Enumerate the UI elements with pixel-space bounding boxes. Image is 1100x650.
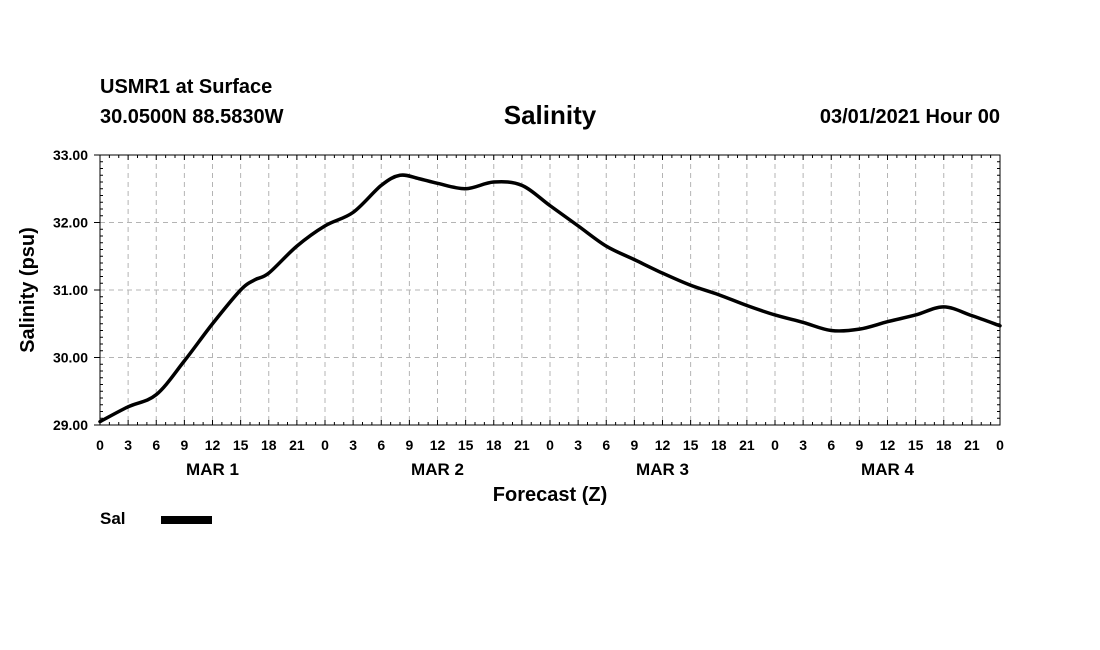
x-tick-label: 21 [514, 437, 530, 453]
chart-title: Salinity [503, 100, 597, 130]
x-tick-label: 3 [124, 437, 132, 453]
axis-labels: 0 3 6 9 12 15 18 21 0 3 6 9 12 15 18 21 0 3 6 9 12 15 18 21 0 3 6 9… [53, 147, 1004, 479]
x-axis-label: Forecast (Z) [493, 484, 607, 506]
x-tick-label: 3 [799, 437, 807, 453]
x-tick-label: 0 [996, 437, 1004, 453]
x-tick-label: 12 [205, 437, 221, 453]
x-tick-label: 21 [964, 437, 980, 453]
legend-swatch [161, 516, 212, 524]
station-label: USMR1 at Surface [100, 76, 273, 98]
x-tick-label: 15 [458, 437, 474, 453]
x-tick-label: 15 [908, 437, 924, 453]
y-tick-label: 30.00 [53, 350, 88, 366]
x-tick-label: 0 [771, 437, 779, 453]
x-tick-label: 0 [96, 437, 104, 453]
x-tick-label: 0 [546, 437, 554, 453]
x-tick-label: 21 [289, 437, 305, 453]
day-label: MAR 2 [411, 460, 464, 479]
coordinates-label: 30.0500N 88.5830W [100, 106, 284, 128]
x-tick-label: 12 [880, 437, 896, 453]
x-tick-label: 15 [233, 437, 249, 453]
x-tick-label: 18 [261, 437, 277, 453]
x-tick-label: 12 [430, 437, 446, 453]
y-tick-label: 31.00 [53, 282, 88, 298]
x-tick-label: 0 [321, 437, 329, 453]
x-tick-label: 3 [574, 437, 582, 453]
y-tick-label: 29.00 [53, 417, 88, 433]
x-tick-label: 9 [405, 437, 413, 453]
x-tick-label: 18 [486, 437, 502, 453]
y-axis-label: Salinity (psu) [17, 227, 39, 353]
x-tick-label: 9 [630, 437, 638, 453]
forecast-datetime: 03/01/2021 Hour 00 [819, 106, 1000, 128]
legend-label: Sal [100, 509, 126, 528]
day-label: MAR 1 [186, 460, 239, 479]
x-tick-label: 18 [936, 437, 952, 453]
x-tick-label: 18 [711, 437, 727, 453]
day-label: MAR 4 [861, 460, 914, 479]
x-tick-label: 21 [739, 437, 755, 453]
y-tick-label: 32.00 [53, 215, 88, 231]
x-tick-label: 15 [683, 437, 699, 453]
x-tick-label: 12 [655, 437, 671, 453]
plot-frame [99, 154, 1001, 426]
x-tick-label: 6 [152, 437, 160, 453]
y-tick-label: 33.00 [53, 147, 88, 163]
grid-lines [100, 155, 1000, 425]
x-tick-label: 6 [377, 437, 385, 453]
x-tick-label: 3 [349, 437, 357, 453]
x-tick-label: 9 [180, 437, 188, 453]
x-tick-label: 6 [602, 437, 610, 453]
series-line-sal [98, 173, 1002, 424]
series-layer [98, 173, 1002, 424]
day-label: MAR 3 [636, 460, 689, 479]
x-tick-label: 9 [855, 437, 863, 453]
x-tick-label: 6 [827, 437, 835, 453]
